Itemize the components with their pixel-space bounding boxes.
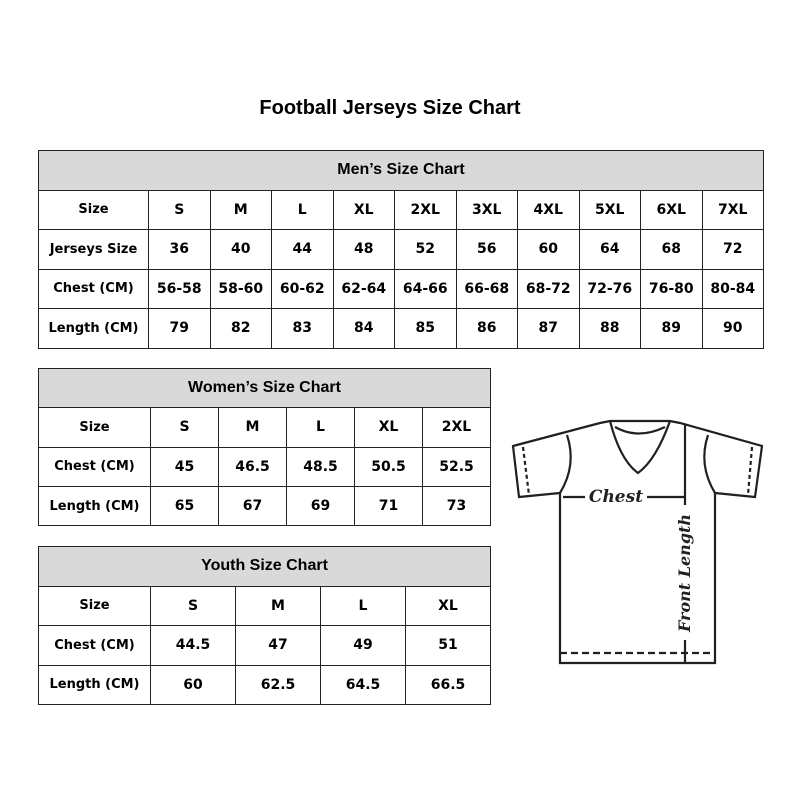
table-cell: 40 (209, 229, 272, 270)
table-cell: 66.5 (405, 664, 491, 705)
table-cell: S (150, 585, 236, 626)
table-cell: 46.5 (218, 446, 287, 487)
table-row: Length (CM) 65 67 69 71 73 (38, 485, 491, 527)
table-cell: 6XL (640, 189, 703, 230)
table-cell: M (235, 585, 321, 626)
table-cell: 50.5 (354, 446, 423, 487)
table-cell: 79 (148, 308, 211, 349)
chest-label: Chest (589, 487, 643, 507)
table-row: Chest (CM) 44.5 47 49 51 (38, 625, 491, 666)
table-cell: 64 (578, 229, 641, 270)
table-cell: 64-66 (394, 268, 457, 309)
table-cell: 44 (271, 229, 334, 270)
table-cell: M (218, 407, 287, 448)
table-row: Size S M L XL 2XL 3XL 4XL 5XL 6XL 7XL (38, 189, 764, 230)
table-row: Size S M L XL (38, 585, 491, 626)
table-cell: 67 (218, 485, 287, 527)
table-cell: L (271, 189, 334, 230)
table-cell: 58-60 (209, 268, 272, 309)
table-cell: 48.5 (286, 446, 355, 487)
table-cell: 52.5 (422, 446, 491, 487)
jersey-diagram: Chest Front Length (511, 419, 764, 665)
table-row: Jerseys Size 36 40 44 48 52 56 60 64 68 72 (38, 229, 764, 270)
table-cell: 73 (422, 485, 491, 527)
row-label: Chest (CM) (38, 446, 151, 487)
row-label: Chest (CM) (38, 268, 149, 309)
table-cell: 62-64 (332, 268, 395, 309)
table-cell: 68 (640, 229, 703, 270)
table-cell: 72-76 (578, 268, 641, 309)
table-row: Length (CM) 79 82 83 84 85 86 87 88 89 90 (38, 308, 764, 349)
table-cell: M (209, 189, 272, 230)
table-cell: 56-58 (148, 268, 211, 309)
table-cell: 4XL (517, 189, 580, 230)
table-cell: 52 (394, 229, 457, 270)
women-size-table: Women’s Size Chart Size S M L XL 2XL Chest (CM)… (38, 367, 491, 527)
table-cell: 47 (235, 625, 321, 666)
table-cell: 76-80 (640, 268, 703, 309)
table-cell: 64.5 (320, 664, 406, 705)
table-cell: 84 (332, 308, 395, 349)
women-table-heading: Women’s Size Chart (38, 367, 491, 409)
table-cell: L (286, 407, 355, 448)
table-cell: XL (354, 407, 423, 448)
table-cell: XL (332, 189, 395, 230)
table-cell: S (148, 189, 211, 230)
table-cell: 60-62 (271, 268, 334, 309)
table-cell: 60 (150, 664, 236, 705)
table-cell: 51 (405, 625, 491, 666)
table-cell: 68-72 (517, 268, 580, 309)
table-row: Size S M L XL 2XL (38, 407, 491, 448)
table-cell: 62.5 (235, 664, 321, 705)
youth-table-heading: Youth Size Chart (38, 546, 491, 587)
table-cell: 89 (640, 308, 703, 349)
table-cell: 60 (517, 229, 580, 270)
men-table-heading: Men’s Size Chart (38, 150, 764, 191)
table-cell: 3XL (455, 189, 518, 230)
youth-size-table: Youth Size Chart Size S M L XL Chest (CM) 44.5 4… (38, 546, 491, 705)
table-cell: S (150, 407, 219, 448)
row-label: Size (38, 585, 151, 626)
row-label: Jerseys Size (38, 229, 149, 270)
table-cell: 2XL (422, 407, 491, 448)
table-cell: 86 (455, 308, 518, 349)
table-cell: 65 (150, 485, 219, 527)
page-title: Football Jerseys Size Chart (259, 97, 521, 119)
table-cell: 71 (354, 485, 423, 527)
front-length-label: Front Length (675, 514, 694, 633)
table-cell: 83 (271, 308, 334, 349)
row-label: Length (CM) (38, 485, 151, 527)
table-cell: 69 (286, 485, 355, 527)
table-cell: 72 (701, 229, 764, 270)
table-cell: 36 (148, 229, 211, 270)
table-cell: 49 (320, 625, 406, 666)
row-label: Size (38, 189, 149, 230)
table-cell: 2XL (394, 189, 457, 230)
table-row: Chest (CM) 56-58 58-60 60-62 62-64 64-66 66-68… (38, 268, 764, 309)
table-cell: 82 (209, 308, 272, 349)
table-cell: 85 (394, 308, 457, 349)
row-label: Size (38, 407, 151, 448)
row-label: Length (CM) (38, 664, 151, 705)
table-cell: 66-68 (455, 268, 518, 309)
table-row: Chest (CM) 45 46.5 48.5 50.5 52.5 (38, 446, 491, 487)
table-cell: L (320, 585, 406, 626)
table-cell: 44.5 (150, 625, 236, 666)
table-cell: 45 (150, 446, 219, 487)
table-row: Length (CM) 60 62.5 64.5 66.5 (38, 664, 491, 705)
table-cell: 7XL (701, 189, 764, 230)
table-cell: 48 (332, 229, 395, 270)
table-cell: 5XL (578, 189, 641, 230)
table-cell: 90 (701, 308, 764, 349)
table-cell: 56 (455, 229, 518, 270)
table-cell: 87 (517, 308, 580, 349)
table-cell: 88 (578, 308, 641, 349)
row-label: Length (CM) (38, 308, 149, 349)
row-label: Chest (CM) (38, 625, 151, 666)
table-cell: 80-84 (701, 268, 764, 309)
table-cell: XL (405, 585, 491, 626)
men-size-table: Men’s Size Chart Size S M L XL 2XL 3XL 4XL 5XL 6XL… (38, 150, 764, 349)
